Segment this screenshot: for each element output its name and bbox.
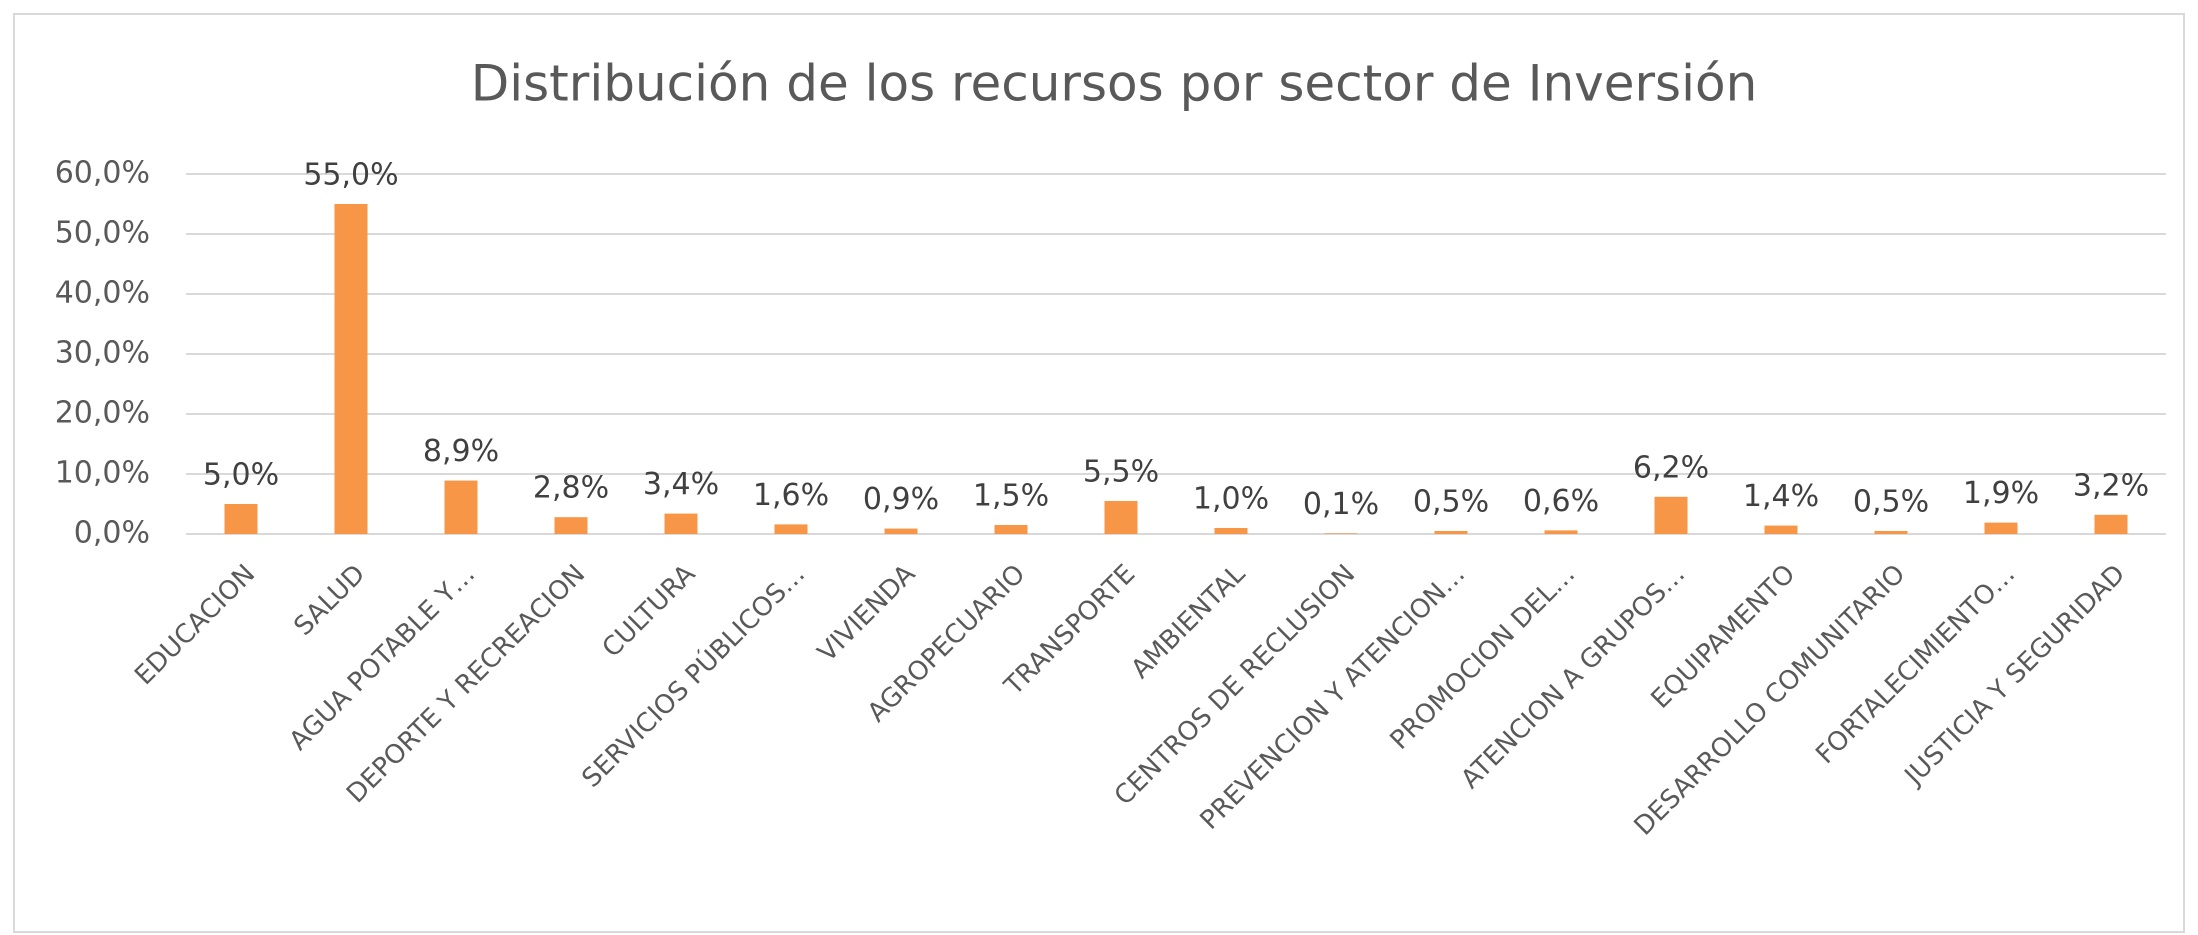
y-tick-label: 30,0%	[55, 336, 150, 371]
bar	[444, 480, 478, 534]
bar	[1544, 530, 1578, 534]
bar	[1214, 528, 1248, 534]
value-label: 0,9%	[863, 482, 939, 517]
chart-title: Distribución de los recursos por sector …	[471, 55, 1758, 113]
value-label: 5,0%	[203, 458, 279, 493]
value-label: 6,2%	[1633, 450, 1709, 485]
bar	[664, 513, 698, 534]
bar	[1654, 496, 1688, 534]
bar	[334, 204, 368, 534]
value-label: 1,0%	[1193, 482, 1269, 517]
bar	[1434, 531, 1468, 534]
value-label: 1,5%	[973, 479, 1049, 514]
bar	[994, 525, 1028, 534]
value-label: 8,9%	[423, 434, 499, 469]
value-label: 1,4%	[1743, 479, 1819, 514]
bar	[1764, 525, 1798, 534]
y-tick-label: 0,0%	[74, 516, 150, 551]
value-label: 3,4%	[643, 467, 719, 502]
bar	[1324, 533, 1358, 534]
value-label: 2,8%	[533, 471, 609, 506]
value-label: 0,5%	[1413, 485, 1489, 520]
value-label: 5,5%	[1083, 455, 1159, 490]
bar	[1874, 531, 1908, 534]
value-label: 55,0%	[303, 158, 398, 193]
bar	[224, 504, 258, 534]
bar	[774, 524, 808, 534]
value-label: 0,6%	[1523, 484, 1599, 519]
value-label: 1,9%	[1963, 476, 2039, 511]
y-tick-label: 40,0%	[55, 276, 150, 311]
bar	[2094, 514, 2128, 534]
y-tick-label: 10,0%	[55, 456, 150, 491]
y-tick-label: 20,0%	[55, 396, 150, 431]
value-label: 0,1%	[1303, 487, 1379, 522]
value-label: 0,5%	[1853, 485, 1929, 520]
bar	[884, 528, 918, 534]
y-tick-label: 60,0%	[55, 156, 150, 191]
bar	[1104, 501, 1138, 534]
bar	[1984, 522, 2018, 534]
y-tick-label: 50,0%	[55, 216, 150, 251]
value-label: 3,2%	[2073, 468, 2149, 503]
bar	[554, 517, 588, 534]
value-label: 1,6%	[753, 478, 829, 513]
